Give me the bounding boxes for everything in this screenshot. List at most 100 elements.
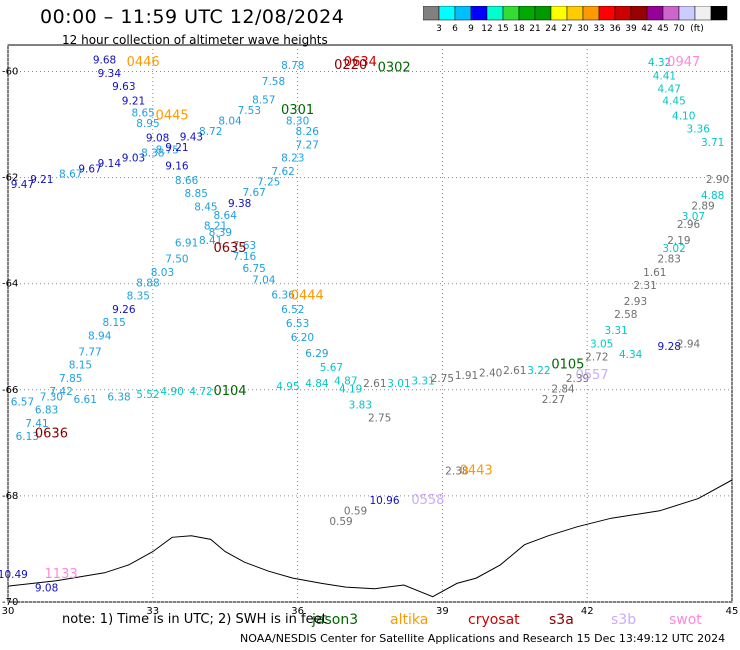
wave-height-value: 8.95 <box>136 118 159 130</box>
wave-height-value: 8.41 <box>199 235 222 247</box>
wave-height-value: 8.35 <box>127 291 150 303</box>
pass-time-label: 0444 <box>291 289 324 304</box>
wave-height-value: 7.67 <box>242 187 265 199</box>
y-tick-label: -62 <box>2 173 18 184</box>
wave-height-value: 7.42 <box>49 386 72 398</box>
wave-height-value: 7.53 <box>238 105 261 117</box>
wave-height-value: 3.36 <box>687 124 711 136</box>
wave-height-value: 8.94 <box>88 330 112 342</box>
colorbar-label: 12 <box>481 24 492 34</box>
colorbar-label: 18 <box>513 24 525 34</box>
pass-time-label: 0302 <box>378 61 411 76</box>
wave-height-value: 6.29 <box>305 348 328 360</box>
wave-height-value: 8.85 <box>185 188 208 200</box>
wave-height-value: 8.75 <box>156 145 179 157</box>
wave-height-value: 8.45 <box>194 202 217 214</box>
wave-height-value: 6.20 <box>291 332 314 344</box>
pass-time-label: 0443 <box>460 464 493 479</box>
wave-height-value: 9.16 <box>165 161 189 173</box>
colorbar-label: 70 <box>673 24 685 34</box>
wave-height-value: 2.61 <box>503 365 526 377</box>
wave-height-value: 9.63 <box>112 81 135 93</box>
wave-height-value: 9.67 <box>78 163 101 175</box>
wave-height-value: 9.28 <box>658 341 681 353</box>
footnote: note: 1) Time is in UTC; 2) SWH is in fe… <box>62 612 327 627</box>
wave-height-value: 7.16 <box>233 251 257 263</box>
wave-height-value: 7.50 <box>165 253 188 265</box>
wave-height-value: 6.75 <box>242 263 265 275</box>
y-tick-label: -70 <box>2 597 18 608</box>
pass-time-label: 0636 <box>35 427 68 442</box>
colorbar-swatch <box>710 6 728 21</box>
pass-time-label: 0105 <box>551 358 584 373</box>
plot-frame <box>7 44 733 603</box>
colorbar-label: 27 <box>561 24 572 34</box>
wave-height-value: 7.63 <box>233 240 256 252</box>
wave-height-value: 6.57 <box>11 397 34 409</box>
wave-height-value: 4.32 <box>648 57 671 69</box>
wave-height-value: 3.05 <box>590 338 613 350</box>
wave-height-value: 2.90 <box>706 174 729 186</box>
wave-height-value: 7.77 <box>78 346 101 358</box>
wave-height-value: 8.66 <box>175 175 199 187</box>
y-tick-label: -66 <box>2 385 18 396</box>
wave-height-value: 4.95 <box>276 381 299 393</box>
colorbar-label: 39 <box>625 24 637 34</box>
pass-time-label: 0634 <box>344 55 377 70</box>
wave-height-value: 8.38 <box>141 147 164 159</box>
wave-height-value: 3.02 <box>662 243 685 255</box>
wave-height-value: 9.21 <box>165 142 188 154</box>
wave-height-value: 4.10 <box>672 110 695 122</box>
wave-height-value: 3.22 <box>527 365 550 377</box>
wave-height-value: 8.23 <box>281 153 304 165</box>
legend-jason3: jason3 <box>312 612 359 628</box>
pass-time-label: 0635 <box>213 241 246 256</box>
wave-height-value: 7.58 <box>262 76 285 88</box>
wave-height-value: 6.83 <box>35 405 58 417</box>
wave-height-value: 2.61 <box>363 378 386 390</box>
wave-height-value: 2.75 <box>368 413 391 425</box>
pass-time-label: 0445 <box>156 108 189 123</box>
pass-time-label: 0446 <box>127 55 160 70</box>
wave-height-value: 8.26 <box>296 126 320 138</box>
wave-height-value: 5.52 <box>136 389 159 401</box>
wave-height-value: 3.71 <box>701 137 724 149</box>
colorbar-label: 45 <box>657 24 668 34</box>
wave-height-value: 4.90 <box>160 386 183 398</box>
colorbar-label: 42 <box>641 24 652 34</box>
pass-time-label: 0220 <box>334 58 367 73</box>
wave-height-value: 1.91 <box>455 370 478 382</box>
wave-height-value: 9.08 <box>35 582 58 594</box>
wave-height-value: 8.65 <box>131 108 154 120</box>
x-tick-label: 42 <box>581 606 594 617</box>
wave-height-value: 3.83 <box>349 399 372 411</box>
colorbar-label: 24 <box>545 24 557 34</box>
wave-height-value: 8.57 <box>252 94 275 106</box>
wave-height-value: 6.53 <box>286 318 309 330</box>
wave-height-value: 8.21 <box>204 221 227 233</box>
wave-height-value: 2.58 <box>614 309 637 321</box>
wave-height-value: 2.38 <box>445 466 468 478</box>
wave-height-value: 8.04 <box>218 116 242 128</box>
wave-height-value: 3.01 <box>387 378 410 390</box>
wave-height-value: 8.78 <box>281 60 304 72</box>
wave-height-value: 2.40 <box>479 368 502 380</box>
pass-time-label: 1133 <box>45 567 78 582</box>
colorbar-label: 21 <box>529 24 540 34</box>
colorbar-label: 6 <box>452 24 458 34</box>
wave-height-value: 4.19 <box>339 383 362 395</box>
wave-height-value: 8.15 <box>102 317 125 329</box>
pass-time-label: 0558 <box>411 493 444 508</box>
wave-height-value: 9.38 <box>228 198 251 210</box>
color-scale-bar: 3 6 9 12 15 18 21 24 27 30 33 36 39 42 45 70 (ft) <box>423 6 728 34</box>
x-tick-label: 30 <box>2 606 15 617</box>
wave-height-value: 0.59 <box>329 516 352 528</box>
colorbar-label: (ft) <box>690 24 704 34</box>
wave-height-value: 7.85 <box>59 373 82 385</box>
wave-height-value: 2.31 <box>633 280 656 292</box>
y-tick-label: -68 <box>2 491 18 502</box>
wave-height-value: 8.72 <box>199 126 222 138</box>
wave-height-value: 7.25 <box>257 177 280 189</box>
x-tick-label: 33 <box>146 606 159 617</box>
legend-cryosat: cryosat <box>468 612 520 628</box>
